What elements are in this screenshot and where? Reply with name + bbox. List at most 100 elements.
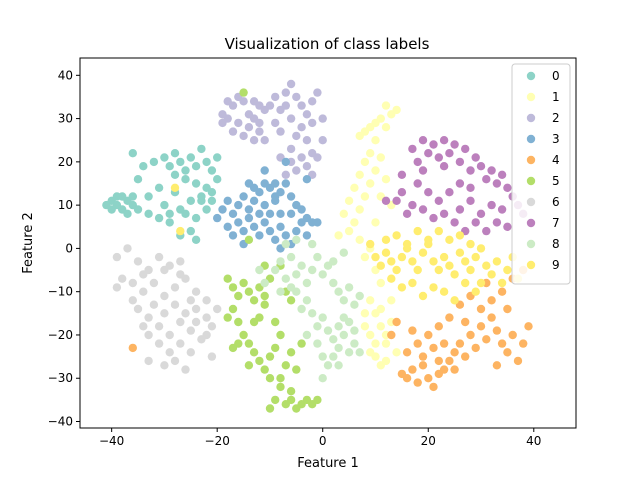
point-class-5 <box>244 235 254 244</box>
point-class-5 <box>234 317 243 327</box>
point-class-6 <box>160 361 169 370</box>
point-class-7 <box>492 179 502 188</box>
axis-ticks: −40 −20 0 20 40 −40 −30 −20 −10 0 10 20 30 40 <box>48 68 542 448</box>
point-class-0 <box>207 188 217 197</box>
point-class-3 <box>265 226 275 236</box>
point-class-0 <box>207 166 217 175</box>
point-class-4 <box>408 326 417 335</box>
point-class-9 <box>397 283 407 292</box>
legend-label-8: 8 <box>552 237 560 251</box>
point-class-6 <box>207 322 217 331</box>
point-class-2 <box>308 118 317 128</box>
point-class-1 <box>355 205 364 214</box>
point-class-4 <box>524 322 533 331</box>
point-class-3 <box>286 192 296 201</box>
point-class-9 <box>461 278 470 288</box>
point-class-9 <box>450 296 459 305</box>
point-class-9 <box>471 287 480 296</box>
point-class-8 <box>323 326 333 335</box>
point-class-8 <box>355 348 364 357</box>
point-class-7 <box>455 157 465 167</box>
point-class-1 <box>366 179 375 188</box>
point-class-6 <box>170 283 180 292</box>
point-class-2 <box>276 127 285 136</box>
point-class-2 <box>265 101 275 110</box>
point-class-1 <box>392 105 401 115</box>
point-class-2 <box>297 153 306 162</box>
point-class-4 <box>413 339 422 348</box>
point-class-7 <box>487 166 496 175</box>
point-class-2 <box>255 118 264 128</box>
point-class-7 <box>424 149 433 158</box>
point-class-3 <box>255 209 264 218</box>
point-class-8 <box>313 252 322 262</box>
point-class-7 <box>397 170 407 179</box>
point-class-7 <box>418 205 428 214</box>
point-class-8 <box>318 270 327 279</box>
point-class-4 <box>429 382 438 392</box>
point-class-7 <box>439 209 449 218</box>
point-class-0 <box>123 209 132 218</box>
point-class-7 <box>408 200 417 210</box>
point-class-9 <box>434 226 443 236</box>
point-class-2 <box>260 136 269 145</box>
point-class-6 <box>176 317 185 327</box>
point-class-3 <box>234 218 243 227</box>
point-class-9 <box>429 257 438 266</box>
point-class-1 <box>371 166 380 175</box>
point-class-4 <box>424 330 433 340</box>
point-class-2 <box>292 131 301 141</box>
point-class-5 <box>244 361 254 370</box>
legend-marker-1 <box>526 92 536 102</box>
point-class-7 <box>482 175 491 184</box>
point-class-3 <box>292 226 301 236</box>
point-class-4 <box>402 374 412 383</box>
point-class-1 <box>360 192 370 201</box>
y-axis-label: Feature 2 <box>21 212 36 274</box>
legend-marker-4 <box>526 155 536 165</box>
point-class-2 <box>292 166 301 175</box>
point-class-7 <box>439 162 449 171</box>
point-class-0 <box>176 157 185 167</box>
point-class-0 <box>202 205 211 214</box>
point-class-7 <box>455 205 465 214</box>
point-class-5 <box>244 339 254 348</box>
point-class-0 <box>181 175 190 184</box>
point-class-3 <box>244 205 254 214</box>
point-class-9 <box>418 291 428 301</box>
point-class-1 <box>366 149 375 158</box>
point-class-5 <box>276 382 285 392</box>
point-class-7 <box>503 183 512 192</box>
point-class-9 <box>466 265 475 275</box>
point-class-9 <box>497 278 507 288</box>
y-tick-label: −10 <box>48 285 73 299</box>
point-class-0 <box>186 196 195 205</box>
point-class-5 <box>249 296 259 305</box>
point-class-2 <box>308 97 317 106</box>
point-class-0 <box>154 183 164 192</box>
point-class-9 <box>392 265 401 275</box>
point-class-5 <box>239 88 248 97</box>
point-class-9 <box>408 278 417 288</box>
point-class-2 <box>286 144 296 154</box>
point-class-8 <box>339 296 348 305</box>
point-class-9 <box>450 270 459 279</box>
point-class-7 <box>424 188 433 197</box>
point-class-8 <box>255 265 264 275</box>
point-class-4 <box>408 365 417 374</box>
point-class-1 <box>376 304 385 314</box>
point-class-8 <box>329 278 338 288</box>
point-class-9 <box>429 283 438 292</box>
legend-label-5: 5 <box>552 174 560 188</box>
point-class-4 <box>487 296 496 305</box>
point-class-6 <box>202 313 211 322</box>
point-class-0 <box>170 149 180 158</box>
point-class-4 <box>461 317 470 327</box>
point-class-5 <box>239 278 248 288</box>
x-axis-label: Feature 1 <box>297 456 359 471</box>
point-class-5 <box>228 304 238 314</box>
point-class-6 <box>176 339 185 348</box>
point-class-4 <box>476 322 486 331</box>
legend-marker-7 <box>526 218 536 228</box>
